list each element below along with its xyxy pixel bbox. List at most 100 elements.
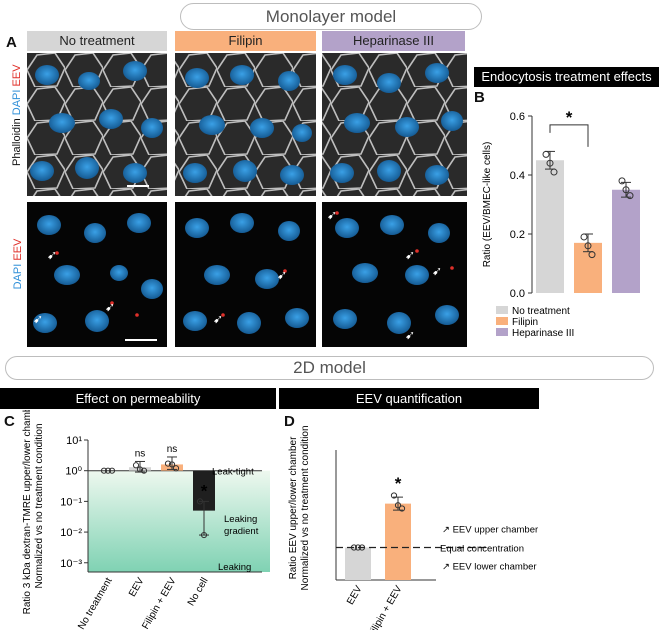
row-label-eev-top: EEV (11, 64, 23, 87)
b-bar (612, 189, 640, 293)
d-point (390, 492, 398, 499)
condition-text-heparinase: Heparinase III (353, 33, 434, 48)
d-annot-upper: ↗ EEV upper chamber (442, 525, 538, 536)
b-legend-swatch (496, 317, 508, 325)
b-legend-label: Heparinase III (512, 328, 574, 339)
b-legend-label: No treatment (512, 306, 570, 317)
b-point (546, 159, 554, 167)
d-annot-equal: Equal concentration (440, 544, 524, 555)
svg-text:➹: ➹ (213, 312, 223, 326)
row-label-eev-bottom: EEV (12, 238, 24, 261)
b-point (542, 150, 550, 158)
micrograph-top-filipin (175, 53, 316, 196)
b-point (626, 192, 634, 200)
panel-letter-a: A (6, 34, 17, 51)
d-annot-lower: ↗ EEV lower chamber (442, 562, 537, 573)
header-permeability-text: Effect on permeability (75, 391, 201, 406)
c-point (100, 467, 108, 474)
b-point (618, 177, 626, 185)
c-ytick-label: 10⁰ (65, 466, 82, 478)
svg-text:➹: ➹ (33, 312, 43, 326)
b-legend-swatch (496, 328, 508, 336)
b-legend-swatch (496, 306, 508, 314)
panel-letter-d: D (284, 413, 295, 430)
c-point (140, 467, 148, 474)
b-point (622, 186, 630, 194)
d-sig-star: * (395, 474, 402, 493)
b-point (580, 233, 588, 241)
micrograph-top-heparinase (322, 53, 467, 196)
c-point (132, 462, 140, 469)
micrograph-bottom-no-treatment: ➹ ➹ ➹ (27, 202, 167, 347)
svg-text:➹: ➹ (405, 248, 415, 262)
chart-b: 0.0 0.2 0.4 0.6 Ratio (EEV/BMEC-like cells) *… (482, 108, 640, 339)
c-ylabel2: Normalized vs no treatment condition (34, 423, 45, 588)
micrograph-bottom-filipin: ➹➹ (175, 202, 316, 347)
c-point (196, 498, 204, 505)
d-ylabel: Ratio EEV upper/lower chamber (288, 436, 299, 580)
svg-text:➹: ➹ (405, 328, 415, 342)
monolayer-title-text: Monolayer model (265, 7, 397, 26)
micrograph-bottom-heparinase: ➹ ➹ ➹ ➹ (322, 202, 467, 347)
microscopy-grid: ➹➹➹ ➹➹ ➹➹➹➹ (27, 53, 467, 347)
c-ytick-label: 10⁻² (60, 527, 82, 539)
row-label-phalloidin: Phalloidin (11, 118, 23, 166)
c-label-gradient-2: gradient (224, 526, 259, 537)
c-ytick-label: 10¹ (66, 435, 82, 447)
b-point (588, 251, 596, 259)
header-eev-quant: EEV quantification (279, 388, 539, 409)
b-sig-star: * (566, 108, 573, 127)
header-endocytosis-text: Endocytosis treatment effects (481, 69, 652, 84)
d-xtick-label: EEV (345, 584, 365, 607)
c-label-leaking: Leaking (218, 562, 251, 573)
d-bar (385, 503, 411, 580)
b-bar (536, 160, 564, 293)
b-point (584, 242, 592, 250)
c-ytick-label: 10⁻³ (60, 558, 82, 570)
c-xtick-label: No cell (186, 576, 211, 608)
c-bar (193, 470, 215, 511)
row-label-top: Phalloidin DAPI EEV (11, 64, 23, 166)
c-ylabel: Ratio 3 kDa dextran-TMRE upper/lower cha… (22, 410, 33, 614)
d-point (394, 502, 402, 509)
header-endocytosis: Endocytosis treatment effects (474, 67, 659, 87)
d-xtick-label: Filipin + EEV (366, 584, 404, 630)
b-point (550, 168, 558, 176)
c-point (172, 465, 180, 472)
b-ytick-label: 0.2 (510, 229, 525, 241)
row-label-dapi-bottom: DAPI (12, 263, 24, 290)
svg-text:➹: ➹ (432, 264, 442, 278)
svg-text:➹: ➹ (277, 268, 287, 282)
svg-text:➹: ➹ (105, 300, 115, 314)
c-ytick-label: 10⁻¹ (60, 496, 82, 508)
panel-letter-c: C (4, 413, 15, 430)
c-xtick-label: EEV (127, 576, 147, 599)
model2d-title: 2D model (5, 356, 654, 380)
svg-text:➹: ➹ (327, 208, 337, 222)
b-legend-label: Filipin (512, 317, 538, 328)
row-label-dapi-top: DAPI (11, 89, 23, 116)
c-point (104, 467, 112, 474)
c-point (164, 460, 172, 467)
header-eev-quant-text: EEV quantification (355, 391, 463, 406)
condition-label-heparinase: Heparinase III (322, 31, 465, 51)
row-label-bottom: DAPI EEV (12, 234, 24, 294)
condition-text-no-treatment: No treatment (59, 33, 135, 48)
c-point (108, 467, 116, 474)
b-ytick-label: 0.4 (510, 170, 525, 182)
condition-label-filipin: Filipin (175, 31, 316, 51)
monolayer-title: Monolayer model (180, 3, 482, 30)
chart-d: Ratio EEV upper/lower chamber Normalized … (288, 425, 538, 630)
b-ytick-label: 0.6 (510, 111, 525, 123)
b-sig-bracket (549, 124, 589, 147)
svg-text:➹: ➹ (47, 248, 57, 262)
c-annotation: ns (167, 444, 178, 455)
c-annotation: * (201, 481, 208, 500)
chart-c: 10¹ 10⁰ 10⁻¹ 10⁻² 10⁻³ Ratio 3 kDa dextran-TM… (22, 410, 270, 630)
c-xtick-label: No treatment (76, 576, 115, 630)
panel-letter-b: B (474, 89, 485, 106)
b-ylabel: Ratio (EEV/BMEC-like cells) (482, 142, 493, 268)
c-point (168, 461, 176, 468)
condition-text-filipin: Filipin (228, 33, 263, 48)
b-ytick-label: 0.0 (510, 288, 525, 300)
